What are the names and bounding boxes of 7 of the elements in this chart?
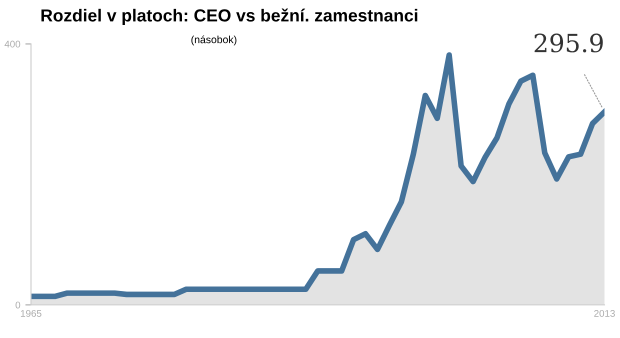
x-tick-label: 2013 [594, 310, 615, 317]
x-tick-label: 1965 [20, 310, 42, 317]
chart-subtitle: (násobok) [191, 35, 236, 46]
chart-title: Rozdiel v platoch: CEO vs bežní. zamestnanci [41, 8, 418, 26]
annotation: 295.9 [534, 34, 603, 52]
y-tick-label: 400 [4, 40, 20, 48]
y-tick-label: 0 [16, 302, 20, 308]
